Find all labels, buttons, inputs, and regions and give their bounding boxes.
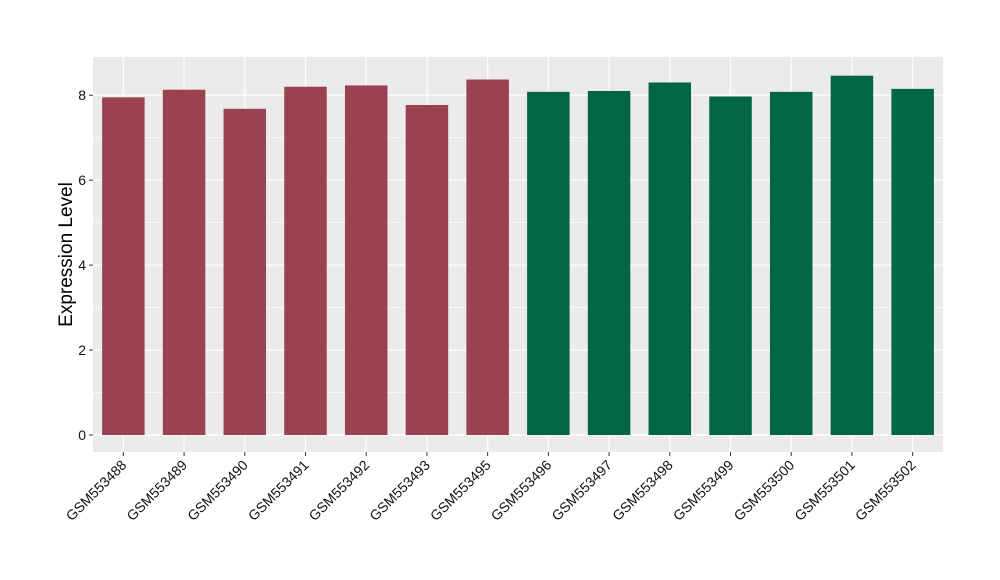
bar-GSM553496 <box>527 91 570 436</box>
bar-GSM553501 <box>830 75 874 436</box>
x-tick-label: GSM553499 <box>670 457 737 524</box>
y-tick-label: 0 <box>78 427 86 443</box>
y-axis-title: Expression Level <box>56 182 77 327</box>
y-tick-label: 4 <box>78 257 86 273</box>
x-tick-label: GSM553493 <box>366 457 433 524</box>
x-tick-label: GSM553491 <box>245 457 312 524</box>
x-tick-label: GSM553495 <box>427 457 494 524</box>
y-tick-label: 6 <box>78 172 86 188</box>
x-tick-label: GSM553492 <box>305 457 372 524</box>
bar-GSM553493 <box>405 104 449 436</box>
x-tick-label: GSM553497 <box>548 457 615 524</box>
x-tick-label: GSM553498 <box>609 457 676 524</box>
bars <box>102 75 934 436</box>
y-tick-label: 2 <box>78 342 86 358</box>
bar-GSM553488 <box>102 97 145 436</box>
x-tick-label: GSM553501 <box>791 457 858 524</box>
x-tick-label: GSM553502 <box>852 457 919 524</box>
bar-GSM553492 <box>344 85 388 436</box>
y-axis: 0 2 4 6 8 <box>78 87 93 443</box>
bar-GSM553502 <box>891 88 934 436</box>
bar-GSM553498 <box>648 82 692 436</box>
x-tick-label: GSM553489 <box>123 457 190 524</box>
bar-GSM553499 <box>709 96 752 436</box>
bar-GSM553490 <box>223 108 267 436</box>
bar-GSM553489 <box>162 89 206 436</box>
bar-GSM553491 <box>284 86 327 436</box>
x-tick-label: GSM553488 <box>63 457 130 524</box>
y-tick-label: 8 <box>78 87 86 103</box>
bar-GSM553495 <box>466 79 509 436</box>
x-axis: GSM553488GSM553489GSM553490GSM553491GSM5… <box>63 452 919 524</box>
bar-GSM553497 <box>587 90 631 436</box>
x-tick-label: GSM553490 <box>184 457 251 524</box>
x-tick-label: GSM553500 <box>730 457 797 524</box>
x-tick-label: GSM553496 <box>488 457 555 524</box>
bar-GSM553500 <box>769 91 813 436</box>
